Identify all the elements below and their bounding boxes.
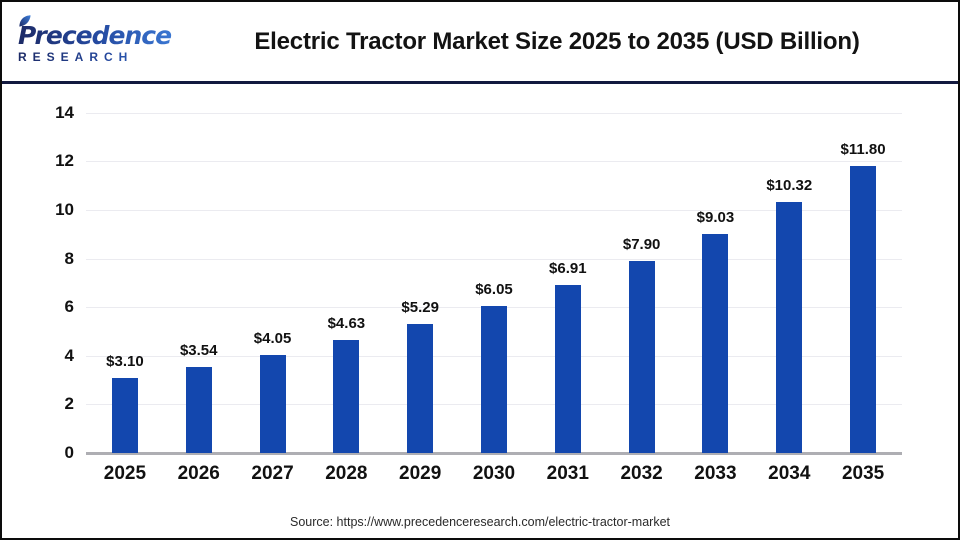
bars-area: $3.10 $3.54 $4.05 $4.63 $5.29 $6.05 $6.91 $7.90… (88, 84, 900, 453)
bar-column: $6.05 (457, 84, 531, 453)
chart: 0 2 4 6 8 10 12 14 $3.10 $3.54 $4.05 $4.63 $5.29 $6.… (2, 84, 958, 508)
bar (333, 340, 360, 453)
bar (554, 285, 581, 453)
x-axis-line (86, 452, 902, 455)
bar-value-label: $11.80 (840, 141, 886, 158)
gridline (86, 112, 902, 114)
bar-column: $3.10 (88, 84, 162, 453)
x-axis-label: 2026 (177, 463, 220, 484)
x-axis-label: 2031 (546, 463, 589, 484)
logo-subtitle: RESEARCH (18, 51, 186, 63)
bar (702, 234, 729, 453)
logo-wordmark: Precedence (18, 23, 186, 48)
footer: Source: https://www.precedenceresearch.c… (2, 508, 958, 535)
source-citation: Source: https://www.precedenceresearch.c… (290, 514, 670, 529)
x-axis-label: 2033 (694, 463, 737, 484)
bar-column: $10.32 (752, 84, 826, 453)
y-axis-tick-label: 4 (64, 345, 74, 365)
bar-value-label: $7.90 (622, 236, 661, 253)
bar-column: $6.91 (531, 84, 605, 453)
x-axis-label: 2035 (841, 463, 885, 484)
bar-column: $5.29 (383, 84, 457, 453)
bar-value-label: $3.54 (179, 342, 218, 359)
x-axis-label: 2030 (472, 463, 516, 484)
bar-value-label: $4.63 (327, 315, 366, 332)
y-axis-tick-label: 14 (55, 102, 74, 122)
bar-value-label: $3.10 (106, 353, 144, 370)
gridline (86, 258, 902, 260)
y-axis-tick-label: 8 (64, 248, 74, 268)
precedence-research-logo: Precedence RESEARCH (18, 14, 186, 63)
y-axis-tick-label: 10 (55, 200, 74, 219)
y-axis-tick-label: 2 (64, 394, 74, 414)
bar (480, 306, 507, 453)
bar-column: $4.63 (309, 84, 383, 453)
x-axis-label: 2029 (399, 463, 442, 484)
bar-value-label: $6.05 (475, 281, 513, 298)
bar (407, 324, 434, 453)
chart-title: Electric Tractor Market Size 2025 to 203… (254, 27, 860, 55)
bar (628, 261, 655, 453)
x-axis-label: 2034 (768, 463, 811, 484)
x-axis-label: 2028 (325, 463, 368, 484)
bar-column: $7.90 (605, 84, 679, 453)
bar-value-label: $10.32 (766, 177, 813, 194)
header: Precedence RESEARCH Electric Tractor Mar… (2, 2, 958, 84)
bar-value-label: $5.29 (401, 299, 439, 316)
y-axis-tick-label: 12 (55, 151, 74, 171)
bar (776, 202, 803, 453)
bar-value-label: $6.91 (549, 260, 587, 277)
y-axis-tick-label: 0 (64, 443, 74, 462)
bar (850, 166, 877, 453)
bar-column: $3.54 (162, 84, 236, 453)
bar-column: $9.03 (679, 84, 753, 453)
bar-value-label: $4.05 (253, 330, 292, 347)
gridline (86, 210, 902, 211)
x-axis-label: 2027 (251, 463, 294, 484)
bar (111, 378, 138, 453)
bar-column: $4.05 (236, 84, 310, 453)
x-axis-label: 2032 (620, 463, 663, 484)
y-axis-tick-label: 6 (64, 297, 74, 317)
bar (185, 367, 212, 453)
bar-value-label: $9.03 (696, 209, 735, 226)
bar (259, 355, 286, 453)
leaf-icon (19, 14, 31, 27)
bar-column: $11.80 (826, 84, 900, 453)
x-axis: 2025 2026 2027 2028 2029 2030 2031 2032 2033 2034… (88, 461, 900, 487)
gridline (86, 161, 902, 163)
x-axis-label: 2025 (103, 463, 147, 484)
